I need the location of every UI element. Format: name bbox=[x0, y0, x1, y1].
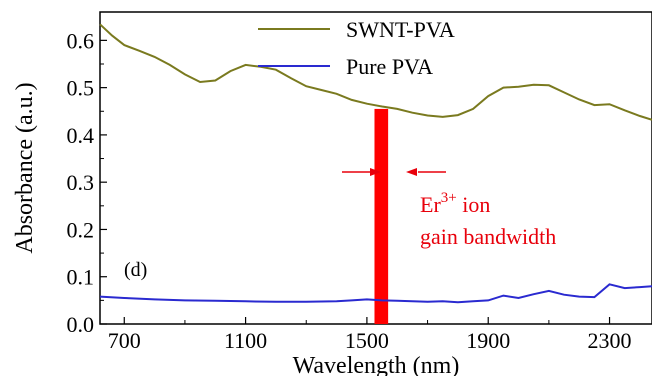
x-tick-label: 700 bbox=[108, 328, 141, 353]
series-line-pure-pva bbox=[99, 283, 652, 304]
y-tick-label: 0.3 bbox=[67, 170, 95, 195]
gain-bandwidth-annotation: gain bandwidth bbox=[420, 224, 556, 249]
legend-pure-pva-label: Pure PVA bbox=[346, 54, 433, 79]
ion-suffix: ion bbox=[457, 192, 491, 217]
ion-annotation: Er3+ ion bbox=[420, 190, 490, 217]
x-tick-label: 2300 bbox=[588, 328, 632, 353]
bandwidth-arrows bbox=[342, 168, 446, 176]
gain-band bbox=[374, 108, 389, 324]
legend: SWNT-PVA Pure PVA bbox=[258, 17, 455, 79]
y-tick-label: 0.4 bbox=[67, 123, 95, 148]
left-arrowhead bbox=[370, 168, 381, 176]
y-axis-ticks: 0.0 0.1 0.2 0.3 0.4 0.5 0.6 bbox=[67, 28, 107, 337]
y-tick-label: 0.0 bbox=[67, 312, 95, 337]
y-tick-label: 0.1 bbox=[67, 265, 95, 290]
x-tick-label: 1500 bbox=[345, 328, 389, 353]
ion-prefix: Er bbox=[420, 192, 441, 217]
ion-superscript: 3+ bbox=[441, 190, 457, 206]
legend-swnt-pva-label: SWNT-PVA bbox=[346, 17, 455, 42]
series-line-swnt-pva bbox=[99, 23, 652, 121]
y-tick-label: 0.2 bbox=[67, 217, 95, 242]
x-axis-ticks: 700 1100 1500 1900 2300 bbox=[108, 317, 632, 353]
x-tick-label: 1100 bbox=[224, 328, 267, 353]
panel-label: (d) bbox=[124, 259, 147, 281]
x-axis-title: Wavelength (nm) bbox=[293, 353, 460, 376]
x-tick-label: 1900 bbox=[466, 328, 510, 353]
y-tick-label: 0.5 bbox=[67, 76, 95, 101]
right-arrowhead bbox=[406, 168, 417, 176]
y-axis-title: Absorbance (a.u.) bbox=[12, 82, 38, 253]
y-tick-label: 0.6 bbox=[67, 28, 95, 53]
